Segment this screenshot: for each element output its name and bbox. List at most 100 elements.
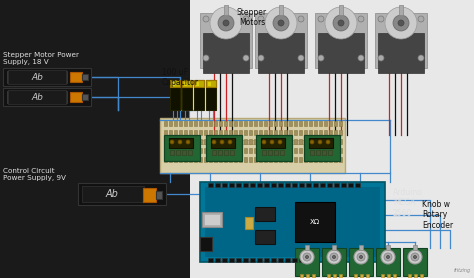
Bar	[230, 150, 234, 155]
Bar	[239, 139, 242, 144]
Bar	[279, 5, 283, 15]
Bar	[314, 148, 317, 153]
Bar	[329, 130, 332, 135]
Text: Ab: Ab	[31, 73, 43, 81]
Circle shape	[303, 253, 311, 261]
Bar	[264, 157, 267, 162]
Circle shape	[170, 140, 174, 144]
Circle shape	[358, 16, 364, 22]
Bar	[378, 33, 424, 73]
Bar	[349, 248, 373, 276]
Bar	[262, 150, 266, 155]
Bar	[334, 130, 337, 135]
Bar	[224, 148, 227, 153]
Bar	[327, 183, 332, 187]
Bar	[381, 274, 384, 278]
Bar	[299, 148, 302, 153]
Bar	[322, 150, 326, 155]
Circle shape	[386, 255, 390, 259]
Bar	[211, 138, 235, 148]
Bar	[236, 183, 241, 187]
Bar	[329, 157, 332, 162]
Bar	[278, 258, 283, 262]
Bar	[264, 258, 269, 262]
Bar	[194, 130, 197, 135]
Bar	[259, 139, 262, 144]
Bar	[274, 130, 277, 135]
Circle shape	[203, 16, 209, 22]
Bar	[319, 130, 322, 135]
Bar	[309, 139, 312, 144]
Bar	[284, 139, 287, 144]
Bar	[164, 121, 167, 126]
Bar	[229, 121, 232, 126]
Circle shape	[318, 140, 322, 144]
Bar	[329, 139, 332, 144]
Bar	[257, 183, 262, 187]
Text: Arduino
MEGA
2560: Arduino MEGA 2560	[393, 188, 423, 218]
Bar	[294, 148, 297, 153]
Bar	[234, 121, 237, 126]
Bar	[285, 258, 290, 262]
Circle shape	[413, 255, 417, 259]
Bar	[254, 130, 257, 135]
Bar	[239, 148, 242, 153]
Bar	[314, 139, 317, 144]
Bar	[299, 258, 304, 262]
Bar	[420, 274, 423, 278]
Bar	[271, 183, 276, 187]
Bar	[334, 148, 337, 153]
Bar	[204, 214, 220, 225]
Bar	[243, 183, 248, 187]
Bar	[214, 121, 217, 126]
Text: Control Circuit
Power Supply, 9V: Control Circuit Power Supply, 9V	[3, 168, 66, 181]
Bar	[269, 130, 272, 135]
Bar	[244, 139, 247, 144]
Text: 100 uF
Capacitor: 100 uF Capacitor	[162, 68, 199, 87]
Bar	[244, 121, 247, 126]
Bar	[199, 121, 202, 126]
Bar	[184, 139, 187, 144]
Text: Knob w
Rotary
Encoder: Knob w Rotary Encoder	[422, 200, 453, 230]
Circle shape	[354, 250, 368, 264]
Bar	[289, 121, 292, 126]
Bar	[229, 157, 232, 162]
Bar	[329, 121, 332, 126]
Bar	[324, 148, 327, 153]
Bar	[189, 121, 192, 126]
Bar	[324, 130, 327, 135]
Circle shape	[398, 20, 404, 26]
Bar	[243, 258, 248, 262]
Circle shape	[223, 20, 229, 26]
Bar	[219, 157, 222, 162]
Bar	[256, 135, 292, 161]
Circle shape	[384, 253, 392, 261]
Bar	[250, 258, 255, 262]
Bar	[189, 157, 192, 162]
Circle shape	[418, 16, 424, 22]
Circle shape	[243, 55, 249, 61]
Bar	[170, 80, 180, 110]
Bar	[194, 139, 197, 144]
Circle shape	[212, 140, 216, 144]
Bar	[249, 139, 252, 144]
Bar	[334, 139, 337, 144]
Bar	[229, 130, 232, 135]
Circle shape	[330, 253, 338, 261]
Bar	[255, 207, 275, 221]
Bar	[169, 139, 172, 144]
Bar	[295, 202, 335, 242]
Bar	[229, 148, 232, 153]
Bar	[289, 157, 292, 162]
Bar	[3, 88, 91, 106]
Bar	[184, 121, 187, 126]
Bar	[209, 148, 212, 153]
Bar	[310, 150, 314, 155]
Bar	[179, 130, 182, 135]
Bar	[334, 157, 337, 162]
Bar	[334, 121, 337, 126]
Bar	[209, 139, 212, 144]
Bar	[271, 258, 276, 262]
Bar	[257, 258, 262, 262]
Bar	[294, 157, 297, 162]
